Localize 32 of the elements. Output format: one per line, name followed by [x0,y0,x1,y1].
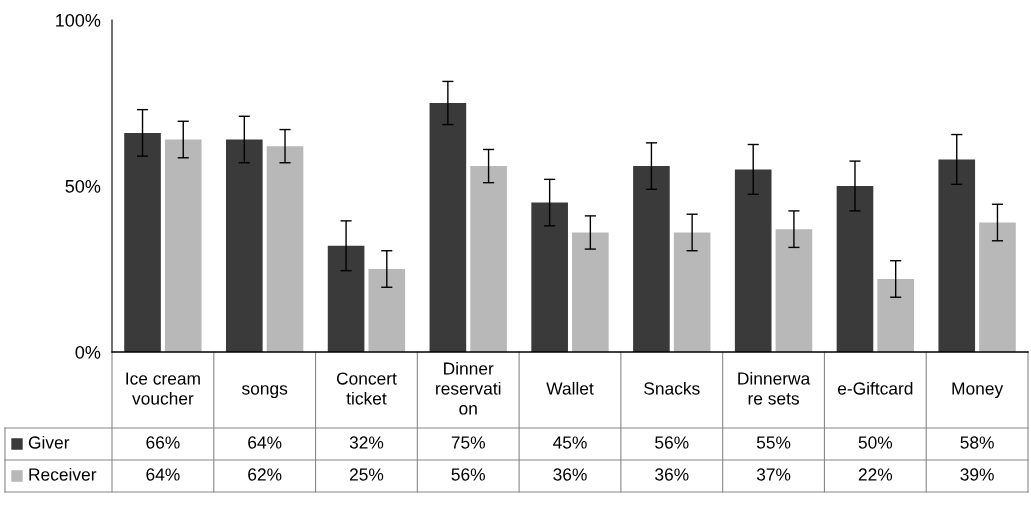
data-label: 22% [858,468,893,481]
legend-label: Giver [28,435,70,449]
x-tick-label: Money [952,382,1004,399]
data-label: 56% [451,468,485,481]
data-label: 66% [146,436,180,449]
x-tick-label: Snacks [644,381,700,395]
x-tick-label: e-Giftcard [837,381,913,395]
x-tick-label: Wallet [546,381,594,395]
data-label: 32% [349,436,384,449]
data-label: 39% [960,468,994,481]
data-label: 50% [858,436,893,449]
data-label: 55% [756,436,791,449]
x-tick-label: songs [241,385,288,399]
data-label: 56% [655,436,689,449]
data-label: 58% [960,436,994,449]
x-tick-label: Concert ticket [336,372,397,405]
data-label: 37% [756,468,791,481]
legend-label: Receiver [29,467,97,481]
data-label: 64% [248,436,282,449]
data-label: 36% [655,468,689,481]
x-tick-label: Ice cream voucher [126,372,200,405]
data-label: 62% [248,468,282,481]
y-tick-label: 100% [56,13,101,27]
data-label: 64% [146,468,180,481]
data-label: 25% [349,468,384,481]
data-label: 36% [553,468,587,481]
data-label: 75% [451,436,485,449]
y-tick-label: 50% [65,179,101,193]
data-label: 45% [553,436,587,449]
y-tick-label: 0% [75,345,101,359]
x-tick-label: Dinnerwa re sets [738,371,811,405]
x-tick-label: Dinner reservati on [436,361,501,415]
